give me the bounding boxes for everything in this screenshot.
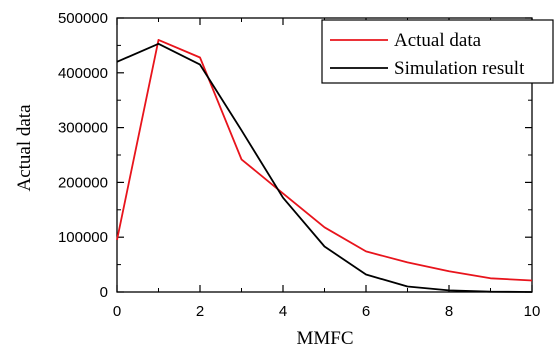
y-tick-label: 400000: [58, 65, 108, 82]
legend-box: [321, 19, 554, 84]
y-axis-title: Actual data: [14, 104, 35, 192]
y-tick-label: 500000: [58, 10, 108, 27]
x-tick-label: 6: [362, 303, 370, 320]
legend-label-simulation-result: Simulation result: [394, 58, 525, 79]
x-tick-label: 8: [445, 303, 453, 320]
y-tick-label: 100000: [58, 229, 108, 246]
series-line-actual-data: [116, 39, 533, 282]
legend-label-actual-data: Actual data: [394, 30, 482, 51]
x-axis-title: MMFC: [296, 328, 353, 349]
x-tick-label: 10: [524, 303, 541, 320]
series-layer: [116, 39, 533, 293]
legend: Actual data Simulation result: [321, 19, 554, 84]
y-tick-label: 200000: [58, 174, 108, 191]
x-tick-label: 2: [196, 303, 204, 320]
series-line-simulation-result: [116, 42, 533, 293]
x-axis-ticks: 0 2 4 6 8 10: [113, 18, 541, 320]
y-tick-label: 0: [100, 284, 108, 301]
x-tick-label: 4: [279, 303, 287, 320]
y-tick-label: 300000: [58, 120, 108, 137]
y-axis-ticks: 0 100000 200000 300000 400000 500000: [58, 10, 532, 301]
x-tick-label: 0: [113, 303, 121, 320]
